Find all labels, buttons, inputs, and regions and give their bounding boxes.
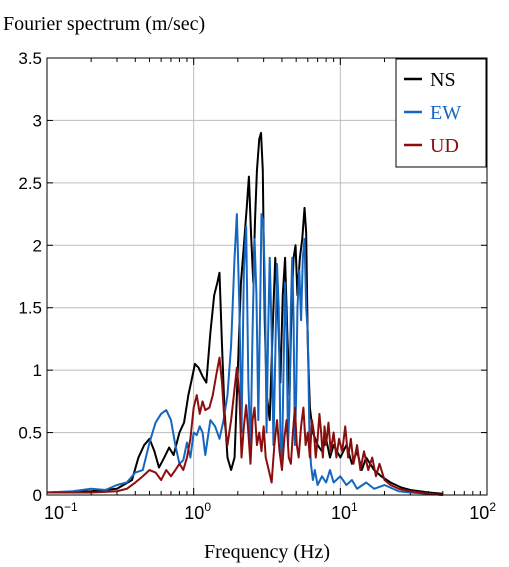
grid-lines [47, 58, 487, 495]
x-axis-title: Frequency (Hz) [204, 541, 330, 563]
plot-frame [46, 57, 488, 496]
series-line-ud [47, 356, 443, 496]
y-tick-label-5: 2.5 [18, 174, 42, 193]
series-line-ns [46, 131, 443, 495]
legend: NS EW UD [395, 58, 487, 168]
x-tick-label-1: 100 [184, 500, 211, 523]
series-lines [46, 131, 443, 496]
legend-label-ud: UD [430, 135, 459, 157]
y-tick-label-7: 3.5 [18, 49, 42, 68]
y-tick-label-3: 1.5 [18, 299, 42, 318]
x-tick-label-2: 101 [331, 500, 358, 523]
y-tick-label-1: 0.5 [18, 424, 42, 443]
y-tick-label-4: 2 [33, 236, 42, 255]
series-line-ew [46, 213, 443, 496]
x-tick-label-0: 10−1 [44, 500, 78, 523]
legend-label-ew: EW [430, 102, 461, 124]
minor-ticks [90, 58, 481, 495]
legend-label-ns: NS [430, 69, 456, 91]
y-axis-title: Fourier spectrum (m/sec) [3, 13, 205, 35]
x-axis-ticks: 10−1 100 101 102 [44, 58, 496, 523]
y-tick-label-6: 3 [33, 111, 42, 130]
y-tick-label-2: 1 [33, 361, 42, 380]
y-axis-ticks: 0 0.5 1 1.5 2 2.5 3 3.5 [18, 49, 487, 505]
x-tick-label-3: 102 [469, 500, 496, 523]
y-tick-label-0: 0 [33, 486, 42, 505]
